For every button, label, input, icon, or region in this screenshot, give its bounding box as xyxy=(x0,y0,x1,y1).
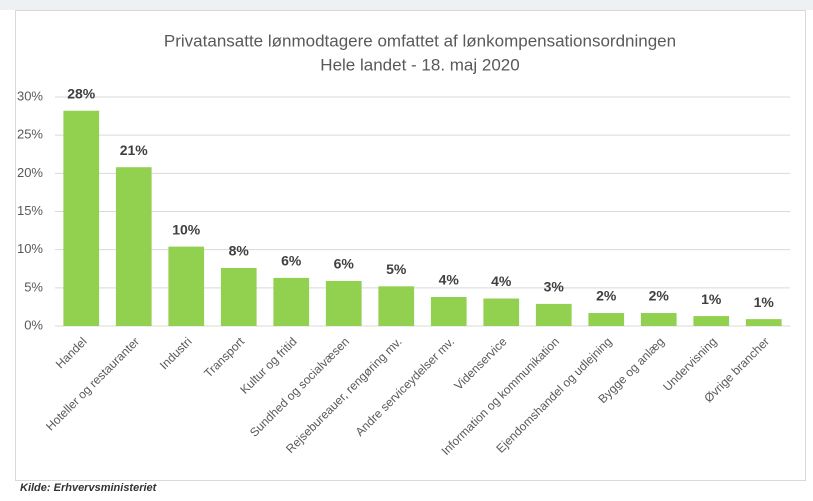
data-label: 21% xyxy=(120,142,149,158)
bar xyxy=(745,319,782,326)
bar xyxy=(640,313,677,326)
data-label: 4% xyxy=(491,273,512,289)
data-label: 28% xyxy=(67,85,96,101)
bar xyxy=(483,298,520,326)
bar xyxy=(273,277,310,326)
chart-subtitle: Hele landet - 18. maj 2020 xyxy=(320,55,519,74)
data-label: 1% xyxy=(701,291,722,307)
bar xyxy=(168,246,205,326)
bar xyxy=(220,267,257,326)
data-label: 6% xyxy=(281,253,302,269)
y-tick-label: 30% xyxy=(17,88,43,103)
bar xyxy=(693,316,730,326)
data-label: 10% xyxy=(172,221,201,237)
y-tick-label: 5% xyxy=(24,279,43,294)
bar xyxy=(430,296,467,326)
data-label: 4% xyxy=(439,272,460,288)
bar xyxy=(115,167,152,326)
chart-title: Privatansatte lønmodtagere omfattet af l… xyxy=(164,31,676,50)
y-tick-label: 15% xyxy=(17,203,43,218)
data-label: 2% xyxy=(596,288,617,304)
bar xyxy=(535,303,572,326)
data-label: 2% xyxy=(649,288,670,304)
y-tick-label: 10% xyxy=(17,241,43,256)
data-label: 1% xyxy=(754,294,775,310)
y-tick-label: 20% xyxy=(17,165,43,180)
data-label: 5% xyxy=(386,261,407,277)
data-label: 6% xyxy=(334,256,355,272)
source: Kilde: Erhvervsministeriet xyxy=(20,482,158,494)
bar xyxy=(588,313,625,326)
top-strip xyxy=(0,0,813,10)
bar xyxy=(325,280,362,326)
data-label: 8% xyxy=(229,243,250,259)
y-tick-label: 25% xyxy=(17,127,43,142)
data-label: 3% xyxy=(544,279,565,295)
bar xyxy=(63,110,100,327)
y-tick-label: 0% xyxy=(24,317,43,332)
bar xyxy=(378,286,415,326)
